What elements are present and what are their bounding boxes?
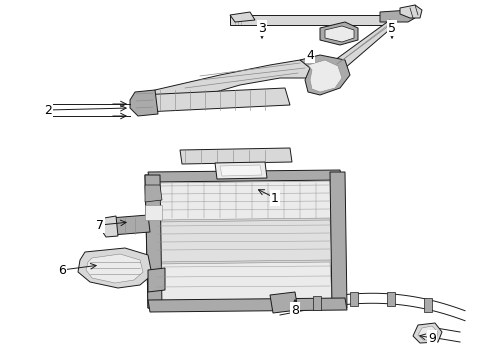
- Polygon shape: [180, 148, 292, 164]
- Polygon shape: [380, 10, 415, 22]
- Polygon shape: [418, 326, 438, 340]
- Polygon shape: [424, 297, 432, 311]
- Text: 9: 9: [428, 332, 436, 345]
- Text: 6: 6: [58, 264, 66, 276]
- Polygon shape: [145, 205, 162, 220]
- Polygon shape: [86, 254, 143, 283]
- Text: 8: 8: [291, 303, 299, 316]
- Polygon shape: [130, 90, 158, 116]
- Polygon shape: [313, 296, 321, 310]
- Polygon shape: [155, 181, 332, 220]
- Polygon shape: [230, 12, 255, 22]
- Text: 1: 1: [271, 192, 279, 204]
- Text: 2: 2: [44, 104, 52, 117]
- Polygon shape: [148, 170, 342, 182]
- Polygon shape: [148, 268, 165, 292]
- Polygon shape: [148, 298, 347, 312]
- Polygon shape: [110, 215, 150, 235]
- Polygon shape: [155, 262, 332, 302]
- Polygon shape: [325, 26, 354, 42]
- Polygon shape: [230, 15, 390, 25]
- Polygon shape: [335, 20, 395, 68]
- Polygon shape: [140, 88, 290, 112]
- Polygon shape: [78, 248, 152, 288]
- Polygon shape: [220, 165, 262, 176]
- Polygon shape: [145, 185, 162, 202]
- Polygon shape: [155, 220, 332, 262]
- Polygon shape: [145, 172, 345, 308]
- Polygon shape: [387, 292, 395, 306]
- Polygon shape: [100, 216, 118, 237]
- Polygon shape: [145, 60, 315, 112]
- Text: 5: 5: [388, 22, 396, 35]
- Polygon shape: [413, 323, 442, 343]
- Text: 7: 7: [96, 219, 104, 231]
- Polygon shape: [350, 292, 358, 306]
- Polygon shape: [215, 162, 267, 179]
- Polygon shape: [330, 172, 347, 308]
- Polygon shape: [320, 22, 358, 45]
- Text: 3: 3: [258, 22, 266, 35]
- Polygon shape: [145, 175, 162, 308]
- Polygon shape: [270, 292, 298, 313]
- Text: 4: 4: [306, 49, 314, 62]
- Polygon shape: [300, 55, 350, 95]
- Polygon shape: [400, 5, 422, 18]
- Polygon shape: [308, 60, 342, 92]
